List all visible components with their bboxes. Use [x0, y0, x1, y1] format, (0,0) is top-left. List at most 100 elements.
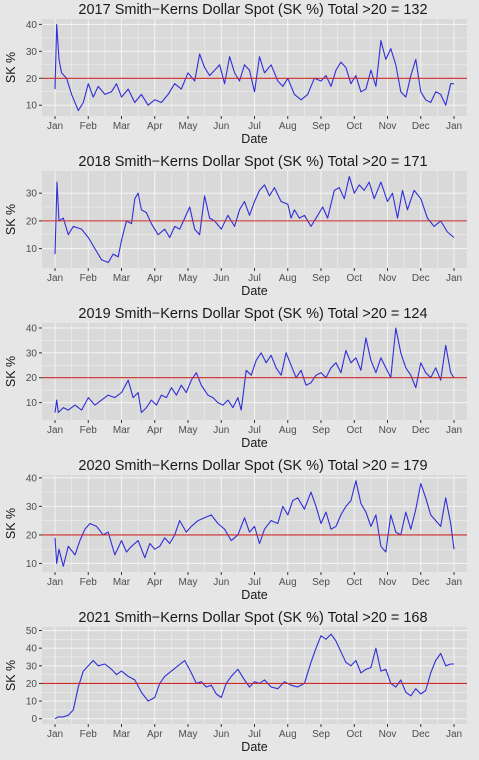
y-tick-label: 30: [26, 189, 38, 200]
x-tick-label: Sep: [312, 425, 330, 436]
x-tick-label: Feb: [80, 729, 98, 740]
x-tick-label: Feb: [80, 577, 98, 588]
x-tick-label: Jun: [213, 577, 229, 588]
y-tick-label: 20: [26, 74, 38, 85]
x-tick-label: Jul: [248, 577, 261, 588]
x-tick-label: Jun: [213, 729, 229, 740]
x-axis-title: Date: [241, 436, 267, 450]
x-tick-label: Oct: [346, 729, 362, 740]
x-tick-label: Sep: [312, 577, 330, 588]
x-tick-label: Aug: [279, 273, 297, 284]
x-tick-label: Mar: [113, 425, 131, 436]
chart-panel-0: 2017 Smith−Kerns Dollar Spot (SK %) Tota…: [4, 2, 467, 146]
x-tick-label: Aug: [279, 577, 297, 588]
x-tick-label: Dec: [412, 577, 430, 588]
x-tick-label: Dec: [412, 729, 430, 740]
x-tick-label: Jul: [248, 729, 261, 740]
y-tick-label: 20: [26, 373, 38, 384]
chart-panel-4: 2021 Smith−Kerns Dollar Spot (SK %) Tota…: [4, 610, 467, 754]
x-tick-label: Jan: [47, 121, 63, 132]
x-tick-label: Mar: [113, 577, 131, 588]
x-tick-label: Jan: [47, 729, 63, 740]
x-tick-label: Nov: [379, 425, 397, 436]
x-axis-title: Date: [241, 740, 267, 754]
x-tick-label: Jan: [446, 121, 462, 132]
x-tick-label: Mar: [113, 273, 131, 284]
y-tick-label: 20: [26, 679, 38, 690]
x-tick-label: Apr: [147, 425, 163, 436]
x-tick-label: Dec: [412, 425, 430, 436]
x-tick-label: May: [179, 729, 198, 740]
x-tick-label: Jul: [248, 273, 261, 284]
chart-title: 2018 Smith−Kerns Dollar Spot (SK %) Tota…: [78, 154, 427, 170]
y-tick-label: 40: [26, 20, 38, 31]
y-tick-label: 40: [26, 644, 38, 655]
x-tick-label: Feb: [80, 121, 98, 132]
y-tick-label: 40: [26, 323, 38, 334]
x-tick-label: Apr: [147, 577, 163, 588]
y-tick-label: 30: [26, 47, 38, 58]
x-tick-label: Dec: [412, 121, 430, 132]
x-tick-label: Sep: [312, 121, 330, 132]
x-tick-label: Jan: [446, 577, 462, 588]
y-tick-label: 40: [26, 473, 38, 484]
x-tick-label: May: [179, 577, 198, 588]
x-tick-label: Aug: [279, 121, 297, 132]
x-tick-label: Sep: [312, 729, 330, 740]
chart-title: 2019 Smith−Kerns Dollar Spot (SK %) Tota…: [78, 306, 427, 322]
x-tick-label: Nov: [379, 273, 397, 284]
x-tick-label: Jul: [248, 425, 261, 436]
x-tick-label: Jun: [213, 273, 229, 284]
x-axis-title: Date: [241, 284, 267, 298]
chart-title: 2021 Smith−Kerns Dollar Spot (SK %) Tota…: [78, 610, 427, 626]
y-axis-title: SK %: [4, 52, 18, 83]
x-tick-label: Oct: [346, 577, 362, 588]
x-tick-label: Sep: [312, 273, 330, 284]
x-tick-label: Nov: [379, 729, 397, 740]
chart-panel-1: 2018 Smith−Kerns Dollar Spot (SK %) Tota…: [4, 154, 467, 298]
x-tick-label: Apr: [147, 729, 163, 740]
sk-percent-line: [54, 23, 454, 112]
x-tick-label: Feb: [80, 425, 98, 436]
y-tick-label: 30: [26, 348, 38, 359]
x-tick-label: Jan: [446, 729, 462, 740]
y-tick-label: 10: [26, 697, 38, 708]
x-tick-label: Jul: [248, 121, 261, 132]
chart-title: 2020 Smith−Kerns Dollar Spot (SK %) Tota…: [78, 458, 427, 474]
y-tick-label: 20: [26, 530, 38, 541]
x-tick-label: Mar: [113, 729, 131, 740]
x-tick-label: Jun: [213, 121, 229, 132]
x-tick-label: Aug: [279, 729, 297, 740]
x-tick-label: May: [179, 121, 198, 132]
x-tick-label: Mar: [113, 121, 131, 132]
y-axis-title: SK %: [4, 204, 18, 235]
x-tick-label: May: [179, 273, 198, 284]
sk-percent-line: [54, 327, 455, 414]
x-tick-label: Apr: [147, 121, 163, 132]
x-tick-label: Feb: [80, 273, 98, 284]
x-tick-label: Jan: [446, 273, 462, 284]
chart-panel-2: 2019 Smith−Kerns Dollar Spot (SK %) Tota…: [4, 306, 467, 450]
x-tick-label: Oct: [346, 425, 362, 436]
chart-panel-3: 2020 Smith−Kerns Dollar Spot (SK %) Tota…: [4, 458, 467, 602]
x-tick-label: Jan: [47, 577, 63, 588]
y-tick-label: 10: [26, 101, 38, 112]
y-tick-label: 30: [26, 502, 38, 513]
y-tick-label: 10: [26, 244, 38, 255]
x-tick-label: Aug: [279, 425, 297, 436]
x-tick-label: Nov: [379, 577, 397, 588]
y-axis-title: SK %: [4, 660, 18, 691]
sk-percent-line: [54, 480, 455, 567]
y-tick-label: 0: [31, 714, 37, 725]
sk-percent-line: [54, 175, 455, 264]
x-tick-label: Jan: [47, 425, 63, 436]
x-tick-label: Apr: [147, 273, 163, 284]
y-axis-title: SK %: [4, 508, 18, 539]
x-tick-label: Nov: [379, 121, 397, 132]
x-tick-label: May: [179, 425, 198, 436]
y-tick-label: 30: [26, 661, 38, 672]
y-tick-label: 50: [26, 626, 38, 637]
x-tick-label: Oct: [346, 273, 362, 284]
y-tick-label: 20: [26, 216, 38, 227]
x-tick-label: Jun: [213, 425, 229, 436]
